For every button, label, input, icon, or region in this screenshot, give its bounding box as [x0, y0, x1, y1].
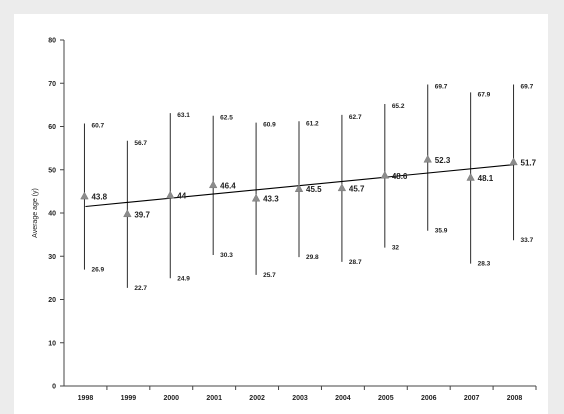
- max-value-label: 60.7: [91, 122, 104, 129]
- x-tick-label: 2007: [464, 395, 480, 402]
- mean-value-label: 45.5: [306, 185, 322, 194]
- y-tick-label: 60: [48, 124, 56, 131]
- x-tick-label: 2003: [292, 395, 308, 402]
- max-value-label: 60.9: [263, 122, 276, 129]
- y-tick-label: 70: [48, 81, 56, 88]
- max-value-label: 69.7: [435, 84, 448, 91]
- x-tick-label: 2006: [421, 395, 437, 402]
- x-tick-label: 2008: [507, 395, 523, 402]
- data-point-marker: [294, 184, 304, 192]
- min-value-label: 25.7: [263, 272, 276, 279]
- data-point-marker: [466, 172, 475, 181]
- x-tick-label: 2001: [206, 395, 222, 402]
- y-tick-label: 40: [48, 211, 56, 218]
- max-value-label: 56.7: [134, 140, 147, 147]
- data-point-marker: [80, 191, 89, 200]
- x-axis: 1998 1999 2000 2001 2002 2003 2004 2005 2006 2007…: [64, 385, 537, 402]
- min-value-label: 26.9: [91, 267, 104, 274]
- data-point-marker: [166, 190, 175, 199]
- mean-value-label: 46.4: [220, 181, 236, 190]
- max-value-label: 63.1: [177, 112, 190, 119]
- x-tick-label: 2004: [335, 395, 351, 402]
- x-tick-label: 2000: [163, 395, 179, 402]
- data-labels: 43.8 39.7 44 46.4 43.3 45.5 45.7 48.6 52.3 48.1 51…: [91, 84, 536, 292]
- y-axis: 0 10 20 30 40 50 60 70 80: [48, 38, 65, 391]
- y-tick-label: 50: [48, 167, 56, 174]
- mean-value-label: 43.3: [263, 195, 279, 204]
- y-tick-label: 30: [48, 254, 56, 261]
- min-value-label: 28.7: [349, 259, 362, 266]
- max-value-label: 69.7: [521, 84, 534, 91]
- min-value-label: 35.9: [435, 228, 448, 235]
- data-point-marker: [251, 193, 261, 202]
- data-point-marker: [380, 170, 390, 179]
- data-point-marker: [208, 180, 218, 189]
- mean-value-label: 43.8: [91, 193, 107, 202]
- data-point-marker: [337, 183, 347, 192]
- mean-value-label: 45.7: [349, 184, 365, 193]
- data-point-marker: [423, 154, 432, 163]
- max-value-label: 65.2: [392, 103, 405, 110]
- min-value-label: 22.7: [134, 285, 147, 292]
- min-value-label: 24.9: [177, 275, 190, 282]
- x-tick-label: 1998: [78, 395, 94, 402]
- mean-value-label: 44: [177, 192, 186, 201]
- max-value-label: 62.5: [220, 115, 233, 122]
- min-value-label: 32: [392, 245, 400, 252]
- mean-value-label: 48.6: [392, 172, 408, 181]
- mean-value-label: 39.7: [134, 210, 150, 219]
- y-tick-label: 10: [48, 340, 56, 347]
- mean-value-label: 52.3: [435, 156, 451, 165]
- y-tick-label: 20: [48, 297, 56, 304]
- y-tick-label: 80: [48, 38, 56, 45]
- chart-panel: [14, 14, 548, 414]
- data-points: [80, 154, 518, 218]
- y-tick-label: 0: [52, 384, 56, 391]
- data-point-marker: [123, 209, 132, 218]
- max-value-label: 61.2: [306, 120, 319, 127]
- y-axis-title: Average age (y): [32, 188, 39, 238]
- data-point-marker: [509, 157, 518, 166]
- x-tick-label: 2002: [249, 395, 265, 402]
- x-tick-label: 1999: [121, 395, 137, 402]
- mean-value-label: 48.1: [478, 174, 494, 183]
- trendline-group: [85, 164, 515, 208]
- mean-value-label: 51.7: [521, 158, 537, 167]
- min-value-label: 30.3: [220, 252, 233, 259]
- trendline: [85, 164, 515, 208]
- max-value-label: 67.9: [478, 91, 491, 98]
- min-value-label: 33.7: [521, 237, 534, 244]
- max-value-label: 62.7: [349, 114, 362, 121]
- min-value-label: 29.8: [306, 254, 319, 261]
- x-tick-label: 2005: [378, 395, 394, 402]
- min-value-label: 28.3: [478, 261, 491, 268]
